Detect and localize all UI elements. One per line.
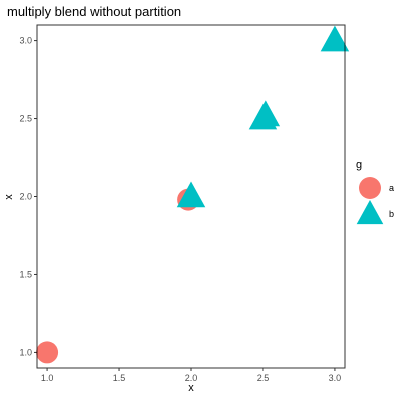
- x-tick-label: 3.0: [329, 373, 342, 383]
- legend-key-b: [356, 200, 384, 225]
- y-tick-label: 1.5: [19, 269, 32, 279]
- legend-title: g: [356, 159, 362, 171]
- y-tick-label: 2.0: [19, 192, 32, 202]
- x-tick-label: 1.5: [113, 373, 126, 383]
- x-tick-label: 2.5: [257, 373, 270, 383]
- x-tick-label: 1.0: [41, 373, 54, 383]
- y-axis-title: x: [3, 194, 15, 200]
- y-tick-label: 2.5: [19, 114, 32, 124]
- x-axis: 1.0 1.5 2.0 2.5 3.0: [41, 368, 341, 383]
- x-tick-label: 2.0: [185, 373, 198, 383]
- point-b: [320, 25, 350, 52]
- legend-label-b: b: [389, 209, 394, 219]
- legend: g a b: [356, 159, 394, 225]
- legend-key-a: [359, 177, 381, 199]
- legend-label-a: a: [389, 183, 394, 193]
- point-a: [36, 341, 59, 364]
- point-b: [176, 181, 206, 208]
- y-axis: 1.0 1.5 2.0 2.5 3.0: [19, 36, 37, 357]
- y-tick-label: 1.0: [19, 347, 32, 357]
- chart-title: multiply blend without partition: [7, 4, 181, 19]
- x-axis-title: x: [188, 382, 194, 394]
- point-b: [251, 100, 281, 127]
- data-points: [36, 25, 350, 364]
- y-tick-label: 3.0: [19, 36, 32, 46]
